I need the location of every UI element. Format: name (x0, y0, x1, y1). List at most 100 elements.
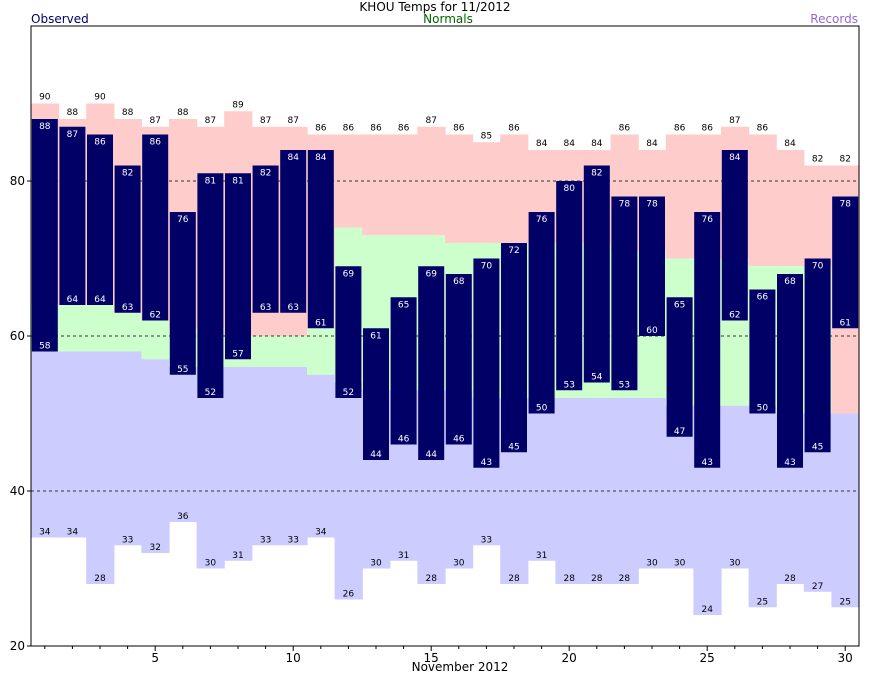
record-low-label: 28 (563, 574, 575, 584)
observed-low-label: 54 (591, 373, 603, 383)
record-high-label: 86 (674, 124, 686, 134)
record-low-label: 25 (839, 597, 850, 607)
observed-bar (169, 212, 196, 375)
record-high-label: 87 (425, 116, 436, 126)
observed-high-label: 86 (149, 138, 161, 148)
x-tick-label: 25 (700, 651, 715, 665)
observed-bar (225, 173, 251, 360)
record-low-band (86, 351, 115, 584)
observed-low-label: 47 (674, 427, 685, 437)
x-tick-label: 5 (151, 651, 159, 665)
record-low-label: 30 (205, 559, 217, 569)
record-high-label: 85 (481, 131, 492, 141)
record-high-label: 86 (370, 124, 382, 134)
observed-high-label: 84 (315, 153, 327, 163)
observed-bar (777, 274, 803, 468)
observed-low-label: 63 (287, 303, 298, 313)
record-high-label: 88 (67, 108, 79, 118)
observed-bar (583, 165, 610, 383)
record-low-label: 34 (67, 528, 79, 538)
observed-bar (197, 173, 224, 398)
record-high-band (445, 134, 474, 243)
record-high-label: 90 (39, 93, 51, 103)
record-high-label: 86 (757, 124, 769, 134)
observed-low-label: 46 (453, 435, 465, 445)
record-low-label: 27 (812, 582, 823, 592)
observed-high-label: 68 (453, 277, 465, 287)
normal-band (279, 336, 308, 367)
observed-low-label: 55 (177, 365, 188, 375)
record-low-label: 33 (260, 535, 271, 545)
observed-low-label: 64 (94, 295, 106, 305)
legend-records: Records (810, 12, 858, 26)
record-low-band (141, 359, 170, 553)
record-high-label: 84 (591, 139, 603, 149)
observed-high-label: 76 (536, 215, 548, 225)
record-high-label: 87 (287, 116, 298, 126)
observed-bar (611, 196, 638, 391)
observed-low-label: 58 (39, 342, 51, 352)
record-high-label: 86 (619, 124, 631, 134)
observed-high-label: 78 (839, 200, 851, 210)
record-high-band (803, 165, 832, 267)
normal-band (113, 312, 142, 352)
observed-bar (528, 212, 555, 414)
observed-high-label: 78 (646, 200, 658, 210)
observed-bar (252, 165, 279, 313)
observed-low-label: 61 (839, 318, 850, 328)
observed-high-label: 76 (701, 215, 713, 225)
record-high-label: 84 (646, 139, 658, 149)
record-low-band (58, 351, 87, 538)
observed-low-label: 62 (729, 311, 740, 321)
record-high-band (748, 134, 777, 267)
record-high-label: 86 (453, 124, 465, 134)
observed-low-label: 52 (343, 388, 354, 398)
observed-bar (280, 150, 307, 313)
record-low-band (196, 367, 225, 569)
observed-low-label: 44 (370, 450, 382, 460)
observed-low-label: 50 (757, 404, 769, 414)
observed-high-label: 76 (177, 215, 189, 225)
record-low-label: 30 (674, 559, 686, 569)
observed-high-label: 82 (260, 169, 271, 179)
record-low-label: 28 (591, 574, 603, 584)
record-high-label: 86 (398, 124, 410, 134)
observed-low-label: 52 (205, 388, 216, 398)
observed-high-label: 65 (398, 300, 409, 310)
observed-bar (749, 289, 776, 414)
y-tick-label: 40 (10, 484, 25, 498)
observed-low-label: 60 (646, 326, 658, 336)
record-low-label: 30 (729, 559, 741, 569)
record-low-label: 33 (122, 535, 133, 545)
record-high-label: 87 (149, 116, 160, 126)
record-low-label: 28 (425, 574, 437, 584)
record-high-label: 86 (315, 124, 327, 134)
record-low-label: 30 (370, 559, 382, 569)
observed-bar (666, 297, 693, 437)
x-tick-label: 20 (562, 651, 577, 665)
x-tick-label: 30 (838, 651, 853, 665)
record-low-band (31, 351, 60, 538)
record-low-label: 31 (398, 551, 409, 561)
record-low-label: 26 (343, 590, 355, 600)
observed-low-label: 44 (425, 450, 437, 460)
record-high-label: 86 (701, 124, 713, 134)
record-low-label: 28 (619, 574, 631, 584)
observed-bar (142, 134, 169, 321)
record-high-label: 84 (563, 139, 575, 149)
observed-high-label: 81 (232, 176, 243, 186)
record-low-label: 24 (701, 605, 713, 615)
record-low-band (748, 405, 777, 608)
observed-low-label: 50 (536, 404, 548, 414)
record-high-label: 86 (343, 124, 355, 134)
y-tick-label: 20 (10, 639, 25, 653)
record-high-label: 87 (729, 116, 740, 126)
observed-high-label: 88 (39, 122, 51, 132)
observed-bar (473, 258, 500, 468)
observed-bar (445, 274, 472, 445)
normal-band (58, 305, 87, 352)
chart-title: KHOU Temps for 11/2012 (359, 0, 511, 14)
observed-bar (114, 165, 141, 313)
x-tick-label: 10 (286, 651, 301, 665)
